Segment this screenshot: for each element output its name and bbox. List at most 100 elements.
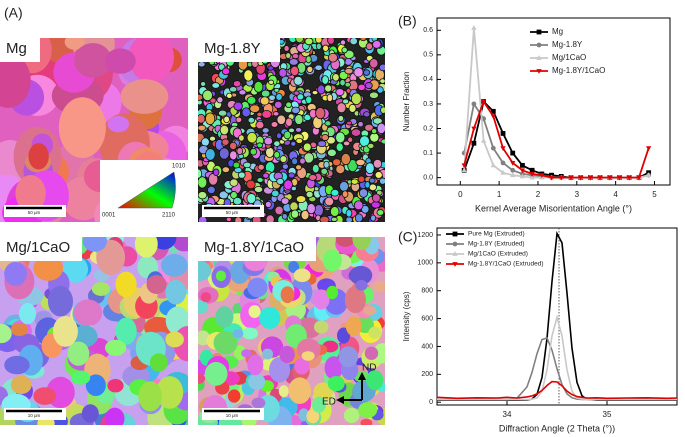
- grain: [275, 93, 283, 101]
- grain: [254, 185, 264, 193]
- grain: [376, 122, 385, 135]
- y-tick-label: 0.4: [423, 76, 433, 83]
- marker: [461, 167, 467, 173]
- x-tick-label: 4: [613, 190, 618, 199]
- marker: [452, 251, 458, 256]
- grain: [357, 175, 366, 183]
- grain: [221, 138, 230, 146]
- grain: [268, 79, 275, 85]
- y-tick-label: 0.6: [423, 27, 433, 34]
- grain: [246, 131, 258, 144]
- grain: [211, 82, 221, 89]
- marker: [480, 137, 487, 143]
- grain: [242, 161, 252, 169]
- grain: [146, 275, 167, 295]
- grain: [234, 216, 243, 222]
- grain: [365, 42, 374, 51]
- marker: [536, 69, 542, 74]
- grain: [257, 164, 265, 171]
- grain: [376, 86, 384, 94]
- marker: [471, 24, 477, 30]
- grain: [198, 300, 209, 314]
- grain: [64, 38, 85, 50]
- grain: [344, 67, 354, 75]
- grain: [241, 349, 252, 358]
- label-box: [198, 34, 280, 62]
- grain: [229, 150, 238, 161]
- grain: [107, 378, 124, 393]
- marker: [490, 162, 496, 168]
- grain: [253, 80, 264, 93]
- grain: [213, 331, 238, 355]
- marker: [452, 231, 458, 237]
- image-label: Mg: [6, 40, 27, 57]
- grain: [320, 167, 328, 175]
- grain: [274, 205, 284, 216]
- marker: [519, 168, 526, 174]
- marker: [636, 175, 642, 181]
- grain: [33, 387, 57, 405]
- legend-label: Mg-1.8Y (Extruded): [468, 241, 525, 248]
- grain: [295, 137, 304, 144]
- grain: [232, 80, 242, 88]
- grain: [368, 326, 382, 339]
- grain: [329, 206, 340, 217]
- panel-label: (A): [4, 5, 23, 21]
- grain: [288, 261, 300, 274]
- legend-label: Pure Mg (Extruded): [468, 231, 525, 238]
- grain: [348, 103, 357, 113]
- grain: [285, 52, 292, 59]
- panel-label: (C): [398, 229, 417, 245]
- ipf-label: 1010: [172, 164, 186, 170]
- marker: [529, 172, 535, 177]
- grain: [335, 88, 345, 96]
- grain: [300, 209, 310, 221]
- grain: [374, 171, 383, 179]
- y-tick-label: 400: [421, 343, 433, 350]
- grain: [58, 97, 106, 159]
- grain: [321, 133, 329, 141]
- marker: [500, 160, 506, 166]
- plot-frame: [436, 17, 671, 186]
- grain: [372, 40, 382, 49]
- grain: [305, 55, 312, 64]
- grain: [241, 327, 259, 340]
- arrow-head: [336, 396, 344, 404]
- y-tick-label: 1000: [417, 260, 433, 267]
- grain: [115, 317, 137, 345]
- grain: [198, 124, 207, 132]
- marker: [510, 150, 516, 156]
- grain: [327, 376, 345, 392]
- grain: [47, 285, 74, 317]
- image-label: Mg-1.8Y/1CaO: [204, 239, 304, 256]
- grain: [363, 305, 377, 316]
- grain: [204, 361, 228, 386]
- grain: [276, 177, 285, 185]
- grain: [246, 193, 257, 204]
- grain: [380, 106, 385, 114]
- grain: [322, 44, 329, 52]
- grain: [335, 142, 344, 152]
- marker: [626, 175, 632, 181]
- grain: [105, 339, 127, 356]
- grain: [293, 75, 303, 86]
- grain: [233, 345, 247, 361]
- grain: [221, 166, 230, 173]
- scale-label: 50 μm: [226, 210, 239, 215]
- axis-key-label: ND: [362, 363, 376, 374]
- grain: [311, 163, 320, 174]
- grain: [295, 127, 302, 133]
- grain: [215, 270, 227, 282]
- grain: [223, 115, 230, 124]
- grain: [335, 131, 346, 144]
- grain: [327, 148, 337, 157]
- grain: [264, 200, 272, 208]
- grain: [324, 120, 332, 127]
- grain: [324, 196, 335, 207]
- grain: [379, 177, 385, 185]
- grain: [149, 353, 168, 372]
- grain: [173, 237, 188, 252]
- grain: [238, 134, 245, 142]
- plot-frame: [436, 227, 678, 406]
- grain: [371, 128, 378, 135]
